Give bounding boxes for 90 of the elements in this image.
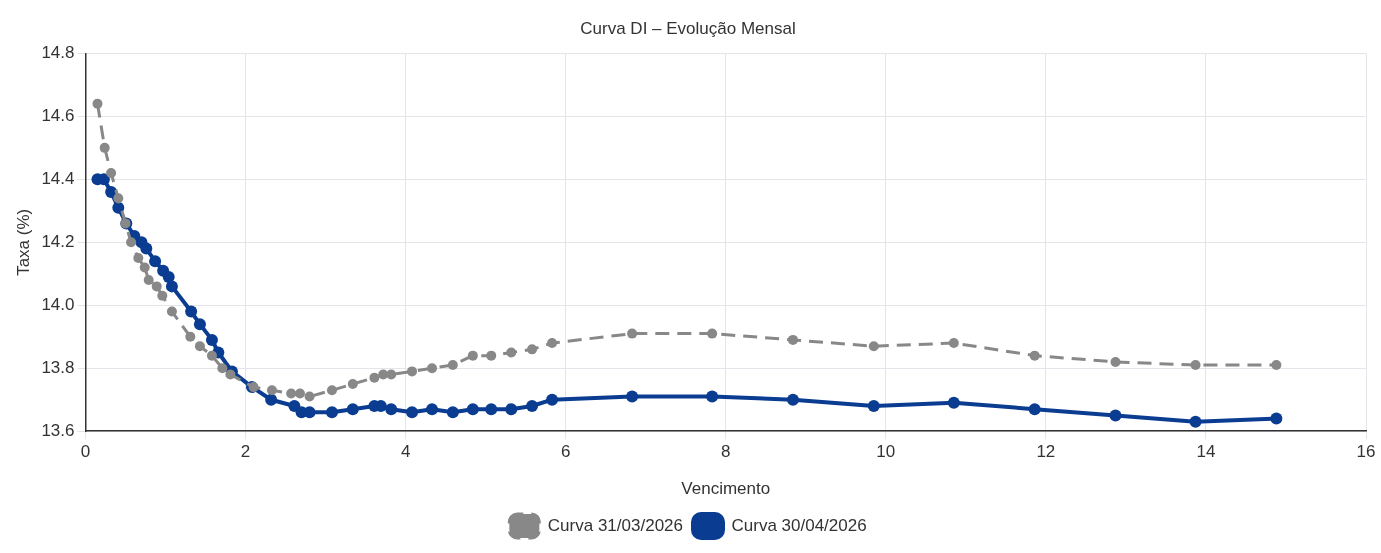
point: [786, 393, 799, 406]
point: [385, 403, 398, 416]
point: [185, 305, 198, 318]
point: [1270, 412, 1283, 425]
point: [162, 270, 175, 283]
x-tick-label: 10: [876, 442, 896, 462]
x-tick-label: 0: [80, 442, 91, 462]
x-tick-label: 4: [400, 442, 411, 462]
point: [446, 406, 459, 419]
point: [149, 255, 162, 268]
point: [1110, 356, 1121, 367]
point: [217, 363, 228, 374]
y-axis-title: Taxa (%): [13, 208, 33, 276]
y-tick-label: 14.0: [41, 294, 75, 314]
point: [626, 390, 639, 403]
y-tick-label: 14.6: [41, 106, 75, 126]
point: [706, 390, 719, 403]
point: [1189, 415, 1202, 428]
point: [193, 318, 206, 331]
point: [947, 396, 960, 409]
point: [265, 393, 278, 406]
point: [1028, 403, 1041, 416]
point: [485, 403, 498, 416]
point: [867, 400, 880, 413]
point: [126, 237, 137, 248]
point: [325, 406, 338, 419]
point: [547, 338, 558, 349]
y-tick-label: 14.8: [41, 43, 75, 63]
point: [707, 328, 718, 339]
point: [369, 372, 380, 383]
point: [99, 142, 110, 153]
point: [225, 369, 236, 380]
point: [627, 328, 638, 339]
legend-label: Curva 30/04/2026: [731, 515, 867, 535]
point: [406, 406, 419, 419]
legend-label: Curva 31/03/2026: [547, 515, 683, 535]
point: [426, 403, 439, 416]
point: [1271, 360, 1282, 371]
point: [787, 334, 798, 345]
point: [486, 350, 497, 361]
point: [526, 400, 539, 413]
x-tick-label: 16: [1356, 442, 1376, 462]
point: [1029, 350, 1040, 361]
point: [157, 290, 168, 301]
point: [527, 344, 538, 355]
point: [326, 385, 337, 396]
point: [286, 388, 297, 399]
point: [546, 393, 559, 406]
point: [185, 331, 196, 342]
y-tick-label: 13.8: [41, 357, 75, 377]
chart-title: Curva DI – Evolução Mensal: [580, 18, 796, 38]
point: [1190, 360, 1201, 371]
point: [140, 242, 153, 255]
point: [347, 378, 358, 389]
x-axis-title: Vencimento: [681, 479, 771, 499]
point: [166, 306, 177, 317]
point: [194, 341, 205, 352]
x-tick-label: 8: [721, 442, 731, 462]
y-tick-label: 13.6: [41, 420, 75, 440]
point: [139, 262, 150, 273]
point: [143, 275, 154, 286]
point: [868, 341, 879, 352]
point: [346, 403, 359, 416]
point: [151, 281, 162, 292]
point: [106, 168, 117, 179]
point: [165, 280, 178, 293]
point: [92, 98, 103, 109]
point: [113, 193, 124, 204]
point: [427, 363, 438, 374]
point: [948, 338, 959, 349]
point: [407, 366, 418, 377]
point: [386, 369, 397, 380]
point: [206, 350, 217, 361]
point: [304, 391, 315, 402]
x-tick-label: 14: [1196, 442, 1216, 462]
x-tick-label: 6: [560, 442, 571, 462]
point: [466, 403, 479, 416]
point: [133, 253, 144, 264]
point: [467, 350, 478, 361]
x-tick-label: 2: [240, 442, 251, 462]
point: [506, 347, 517, 358]
point: [205, 333, 218, 346]
y-tick-label: 14.4: [41, 169, 75, 189]
point: [447, 360, 458, 371]
point: [505, 403, 518, 416]
y-tick-label: 14.2: [41, 231, 75, 251]
point: [1109, 409, 1122, 422]
point: [266, 385, 277, 396]
x-tick-label: 12: [1036, 442, 1056, 462]
point: [294, 388, 305, 399]
